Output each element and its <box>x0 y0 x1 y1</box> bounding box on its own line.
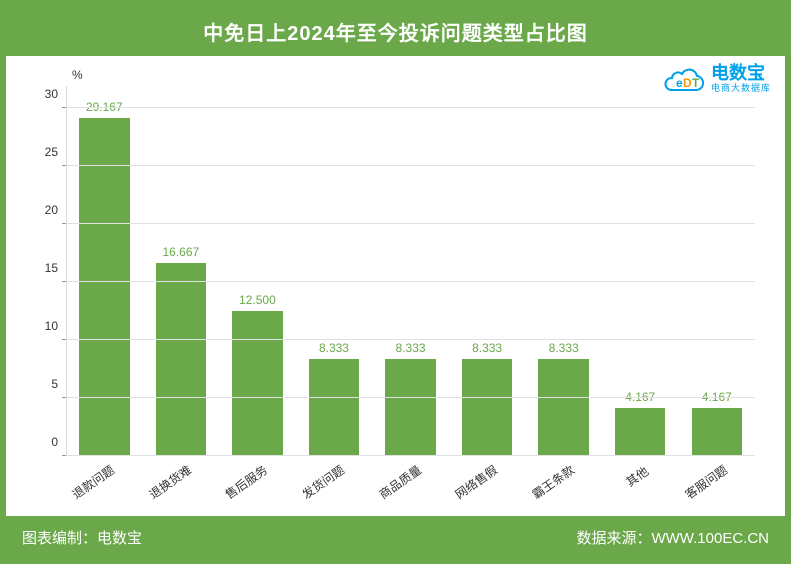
x-axis-labels: 退款问题退换货难售后服务发货问题商品质量网络售假霸王条款 其他 客服问题 <box>66 456 755 516</box>
y-tick-label: 10 <box>45 319 66 333</box>
bar <box>232 311 283 456</box>
y-tick-mark <box>62 397 66 398</box>
x-label-slot: 退款问题 <box>66 456 143 516</box>
x-label-slot: 网络售假 <box>449 456 526 516</box>
chart-title: 中免日上2024年至今投诉问题类型占比图 <box>203 17 588 46</box>
y-tick-label: 0 <box>51 435 66 449</box>
x-axis-label: 其他 <box>623 463 652 491</box>
x-axis-label: 售后服务 <box>222 461 271 502</box>
bar <box>79 118 130 456</box>
x-label-slot: 其他 <box>602 456 679 516</box>
bar-slot: 8.333 <box>372 86 449 456</box>
y-tick-mark <box>62 339 66 340</box>
chart-panel: e D T 电数宝 电商大数据库 % 29.16716.66712.5008.3… <box>6 56 785 516</box>
bar-value-label: 8.333 <box>319 341 349 355</box>
y-tick-label: 25 <box>45 145 66 159</box>
logo-main: 电数宝 <box>711 64 771 84</box>
y-tick-mark <box>62 223 66 224</box>
x-label-slot: 退换货难 <box>143 456 220 516</box>
bar-slot: 4.167 <box>602 86 679 456</box>
gridline <box>66 107 755 108</box>
bar-value-label: 8.333 <box>549 341 579 355</box>
y-tick-mark <box>62 165 66 166</box>
bar <box>692 408 743 456</box>
x-axis-label: 霸王条款 <box>528 461 577 502</box>
gridline <box>66 397 755 398</box>
x-axis-label: 客服问题 <box>681 461 730 502</box>
x-label-slot: 霸王条款 <box>525 456 602 516</box>
x-label-slot: 发货问题 <box>296 456 373 516</box>
x-axis-label: 发货问题 <box>299 461 348 502</box>
y-tick-label: 5 <box>51 377 66 391</box>
bar-slot: 4.167 <box>679 86 756 456</box>
bar-slot: 8.333 <box>525 86 602 456</box>
x-label-slot: 售后服务 <box>219 456 296 516</box>
y-tick-label: 20 <box>45 203 66 217</box>
y-tick-mark <box>62 281 66 282</box>
x-label-slot: 商品质量 <box>372 456 449 516</box>
bar-slot: 8.333 <box>296 86 373 456</box>
bar <box>385 359 436 456</box>
bar-value-label: 8.333 <box>472 341 502 355</box>
bar-slot: 8.333 <box>449 86 526 456</box>
bar <box>156 263 207 456</box>
chart-footer: 图表编制：电数宝 数据来源：WWW.100EC.CN <box>6 516 785 558</box>
bar <box>309 359 360 456</box>
footer-left: 图表编制：电数宝 <box>22 527 142 548</box>
bar <box>462 359 513 456</box>
bar-value-label: 8.333 <box>396 341 426 355</box>
gridline <box>66 281 755 282</box>
bar-slot: 16.667 <box>143 86 220 456</box>
y-tick-label: 15 <box>45 261 66 275</box>
bar-slot: 12.500 <box>219 86 296 456</box>
plot-area: 29.167 16.667 12.500 8.333 8.333 8.333 8.333 4.… <box>66 86 755 456</box>
x-label-slot: 客服问题 <box>679 456 756 516</box>
bar-slot: 29.167 <box>66 86 143 456</box>
bar <box>615 408 666 456</box>
bar-value-label: 12.500 <box>239 293 276 307</box>
x-axis-label: 商品质量 <box>375 461 424 502</box>
bar <box>538 359 589 456</box>
gridline <box>66 223 755 224</box>
gridline <box>66 339 755 340</box>
x-axis-label: 退款问题 <box>69 461 118 502</box>
x-axis-label: 退换货难 <box>145 461 194 502</box>
x-axis-label: 网络售假 <box>452 461 501 502</box>
y-axis-unit: % <box>72 68 83 82</box>
chart-title-bar: 中免日上2024年至今投诉问题类型占比图 <box>6 6 785 56</box>
y-tick-mark <box>62 107 66 108</box>
y-tick-label: 30 <box>45 87 66 101</box>
chart-frame: 中免日上2024年至今投诉问题类型占比图 e D T 电数宝 电商大数据库 % … <box>0 0 791 564</box>
bar-value-label: 16.667 <box>162 245 199 259</box>
bars-container: 29.167 16.667 12.500 8.333 8.333 8.333 8.333 4.… <box>66 86 755 456</box>
footer-right: 数据来源：WWW.100EC.CN <box>576 527 769 548</box>
gridline <box>66 165 755 166</box>
